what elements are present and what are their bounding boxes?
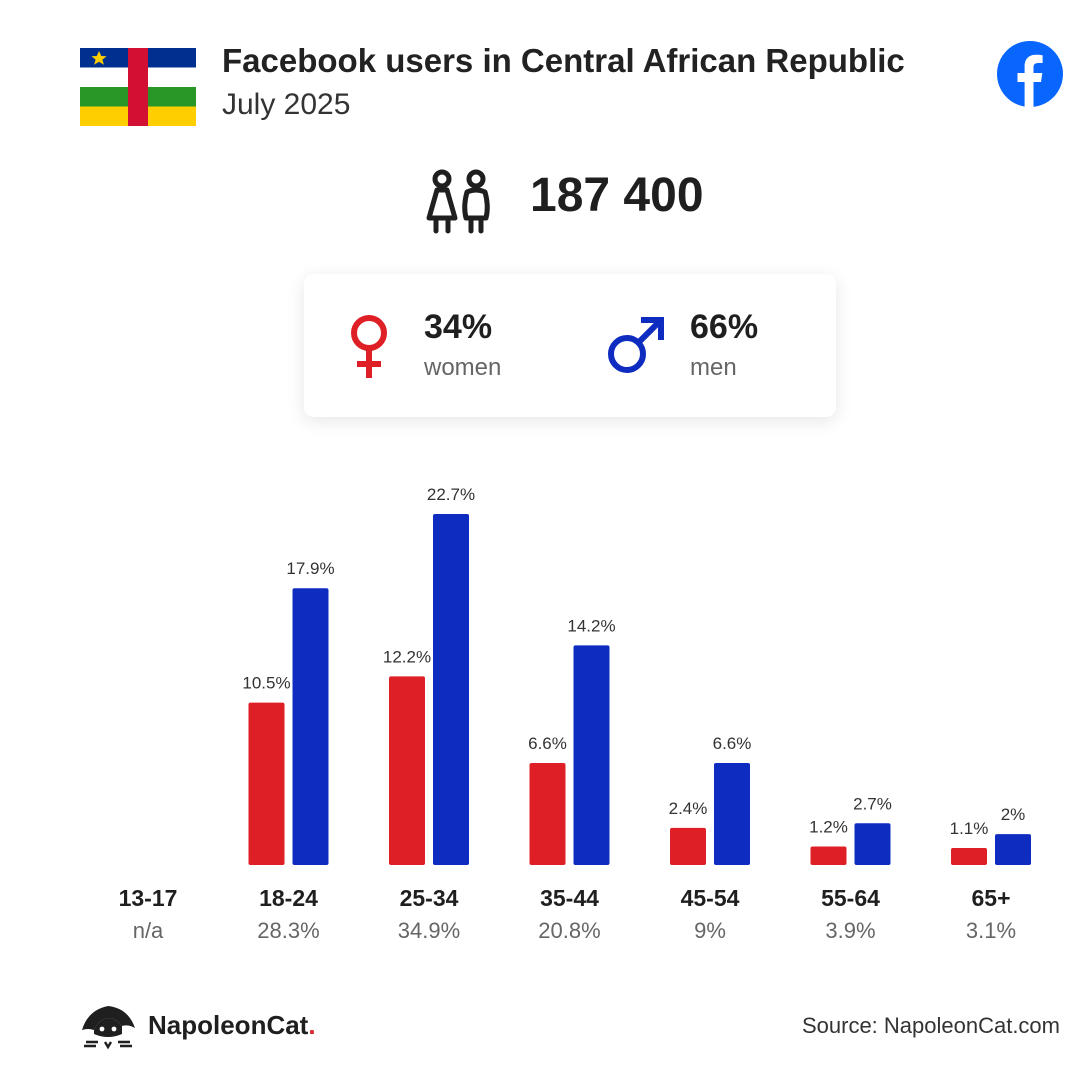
gender-split-card: 34% women 66% men bbox=[304, 274, 836, 417]
data-label-men-45-54: 6.6% bbox=[713, 734, 752, 753]
category-label-55-64: 55-64 bbox=[821, 885, 880, 911]
bar-women-35-44 bbox=[529, 762, 566, 865]
women-percent: 34% bbox=[424, 308, 493, 346]
bar-women-25-34 bbox=[389, 676, 425, 865]
category-label-13-17: 13-17 bbox=[119, 885, 178, 911]
data-label-women-45-54: 2.4% bbox=[669, 799, 708, 818]
bar-women-18-24 bbox=[248, 702, 285, 865]
data-label-women-65+: 1.1% bbox=[950, 819, 989, 838]
bar-men-25-34 bbox=[433, 514, 469, 865]
category-label-25-34: 25-34 bbox=[400, 885, 459, 911]
data-label-men-25-34: 22.7% bbox=[427, 485, 475, 504]
category-total-35-44: 20.8% bbox=[538, 918, 600, 943]
category-total-13-17: n/a bbox=[133, 918, 164, 943]
total-users: 187 400 bbox=[530, 169, 704, 222]
bar-men-18-24 bbox=[292, 588, 329, 865]
bar-women-65+ bbox=[951, 847, 987, 865]
male-symbol-icon bbox=[608, 317, 664, 373]
category-total-45-54: 9% bbox=[694, 918, 726, 943]
category-total-65+: 3.1% bbox=[966, 918, 1016, 943]
category-label-35-44: 35-44 bbox=[540, 885, 599, 911]
data-label-men-35-44: 14.2% bbox=[567, 616, 615, 635]
category-total-25-34: 34.9% bbox=[398, 918, 460, 943]
brand-name: NapoleonCat. bbox=[148, 1010, 316, 1040]
facebook-icon bbox=[997, 41, 1063, 107]
data-label-men-55-64: 2.7% bbox=[853, 794, 892, 813]
page-subtitle: July 2025 bbox=[222, 88, 351, 121]
category-label-45-54: 45-54 bbox=[681, 885, 740, 911]
data-label-men-65+: 2% bbox=[1001, 805, 1026, 824]
category-total-18-24: 28.3% bbox=[257, 918, 319, 943]
data-label-women-18-24: 10.5% bbox=[242, 674, 290, 693]
napoleoncat-logo bbox=[82, 1006, 135, 1050]
source-credit: Source: NapoleonCat.com bbox=[801, 1013, 1060, 1038]
age-gender-bar-chart: 13-17 n/a 10.5% 17.9% 18-24 28.3% 12.2% 22.7% 25… bbox=[119, 485, 1031, 943]
category-label-18-24: 18-24 bbox=[259, 885, 318, 911]
bar-men-35-44 bbox=[573, 645, 610, 865]
bar-men-45-54 bbox=[714, 762, 750, 865]
category-label-65+: 65+ bbox=[971, 885, 1010, 911]
women-label: women bbox=[424, 354, 502, 381]
men-percent: 66% bbox=[690, 308, 759, 346]
central-african-republic-flag bbox=[80, 48, 196, 126]
category-total-55-64: 3.9% bbox=[825, 918, 875, 943]
bar-women-45-54 bbox=[670, 827, 706, 865]
page-title: Facebook users in Central African Republ… bbox=[222, 42, 905, 79]
people-icon bbox=[426, 169, 490, 234]
data-label-women-25-34: 12.2% bbox=[383, 647, 431, 666]
bar-women-55-64 bbox=[810, 846, 847, 865]
bar-men-55-64 bbox=[854, 823, 891, 865]
data-label-women-35-44: 6.6% bbox=[528, 734, 567, 753]
data-label-women-55-64: 1.2% bbox=[809, 817, 848, 836]
data-label-men-18-24: 17.9% bbox=[286, 559, 334, 578]
female-symbol-icon bbox=[351, 315, 387, 378]
bar-men-65+ bbox=[995, 834, 1031, 865]
men-label: men bbox=[690, 354, 737, 381]
